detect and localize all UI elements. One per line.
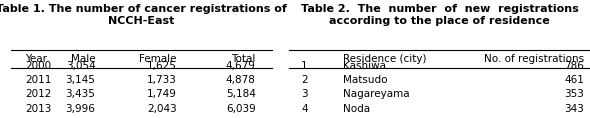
Text: Table 2.  The  number  of  new  registrations
according to the place of residenc: Table 2. The number of new registrations… [301,4,578,26]
Text: 3,435: 3,435 [65,89,96,99]
Text: 2000: 2000 [25,61,51,71]
Text: 3,996: 3,996 [65,104,96,114]
Text: 1: 1 [301,61,308,71]
Text: 353: 353 [564,89,584,99]
Text: Noda: Noda [343,104,371,114]
Text: Year: Year [25,54,47,64]
Text: 786: 786 [564,61,584,71]
Text: 4,679: 4,679 [226,61,255,71]
Text: 6,039: 6,039 [226,104,255,114]
Text: 2: 2 [301,75,308,85]
Text: 3,145: 3,145 [65,75,96,85]
Text: Residence (city): Residence (city) [343,54,427,64]
Text: 461: 461 [564,75,584,85]
Text: 2013: 2013 [25,104,51,114]
Text: Nagareyama: Nagareyama [343,89,410,99]
Text: 5,184: 5,184 [226,89,255,99]
Text: 343: 343 [564,104,584,114]
Text: 4: 4 [301,104,308,114]
Text: Total: Total [231,54,255,64]
Text: Kashiwa: Kashiwa [343,61,386,71]
Text: Matsudo: Matsudo [343,75,388,85]
Text: Male: Male [71,54,96,64]
Text: 2012: 2012 [25,89,51,99]
Text: 4,878: 4,878 [226,75,255,85]
Text: 1,733: 1,733 [147,75,177,85]
Text: Table 1. The number of cancer registrations of
NCCH-East: Table 1. The number of cancer registrati… [0,4,287,26]
Text: 1,625: 1,625 [147,61,177,71]
Text: 2011: 2011 [25,75,51,85]
Text: 3,054: 3,054 [65,61,96,71]
Text: 2,043: 2,043 [147,104,177,114]
Text: 1,749: 1,749 [147,89,177,99]
Text: 3: 3 [301,89,308,99]
Text: Female: Female [139,54,177,64]
Text: No. of registrations: No. of registrations [484,54,584,64]
